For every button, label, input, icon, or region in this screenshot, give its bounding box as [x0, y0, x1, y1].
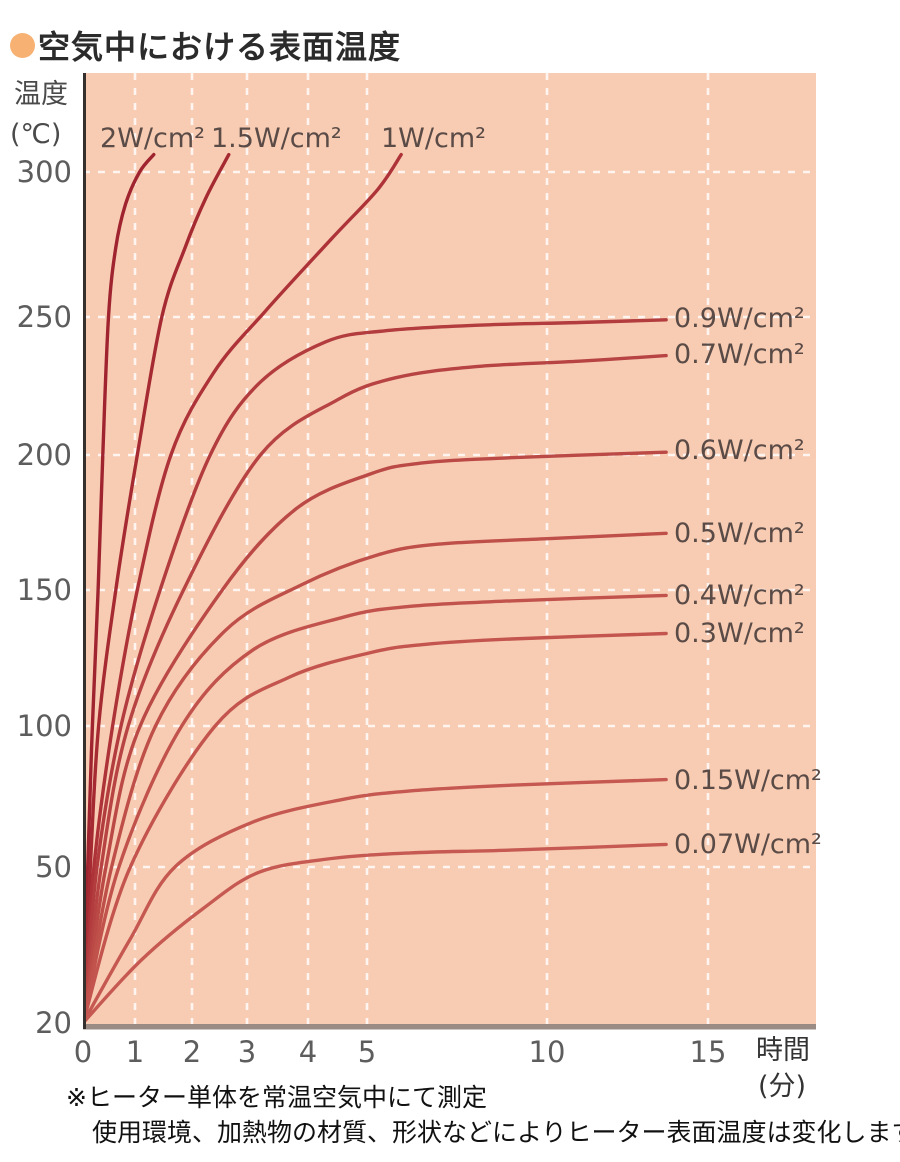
curve-label-0-7w: 0.7W/cm²: [674, 339, 805, 370]
curve-label-0-4w: 0.4W/cm²: [674, 580, 805, 611]
x-axis-unit: (分): [758, 1071, 807, 1102]
x-tick-label-2: 2: [182, 1035, 202, 1069]
x-axis-title: 時間: [756, 1035, 810, 1066]
page-title: 空気中における表面温度: [38, 28, 402, 66]
y-axis-line: [83, 73, 86, 1029]
footnote-line-2: 使用環境、加熱物の材質、形状などによりヒーター表面温度は変化します。: [92, 1118, 900, 1147]
curve-label-0-9w: 0.9W/cm²: [674, 303, 805, 334]
y-tick-label-300: 300: [16, 155, 72, 189]
curve-0.3w: [83, 631, 668, 1025]
y-axis-unit: (℃): [10, 119, 62, 150]
footnote-line-1: ※ヒーター単体を常温空気中にて測定: [66, 1083, 487, 1112]
curve-label-0-3w: 0.3W/cm²: [674, 618, 805, 649]
curve-0.6w: [83, 450, 668, 1025]
chart-header: 空気中における表面温度: [10, 22, 401, 68]
curve-0.4w: [83, 593, 668, 1025]
orange-bullet-icon: [10, 32, 35, 58]
x-tick-label-3: 3: [237, 1035, 257, 1069]
curve-label-0-5w: 0.5W/cm²: [674, 518, 805, 549]
curve-0.07w: [83, 842, 668, 1025]
y-tick-label-100: 100: [16, 709, 72, 743]
curve-0.7w: [83, 353, 668, 1025]
curve-label-2w: 2W/cm²: [100, 123, 205, 154]
curve-label-0-6w: 0.6W/cm²: [674, 435, 805, 466]
x-tick-label-4: 4: [298, 1035, 318, 1069]
x-tick-label-15: 15: [689, 1035, 727, 1069]
x-tick-label-10: 10: [528, 1035, 566, 1069]
curve-1.5w: [83, 152, 231, 1025]
x-tick-label-5: 5: [357, 1035, 377, 1069]
x-tick-label-1: 1: [125, 1035, 145, 1069]
curve-label-0-07w: 0.07W/cm²: [674, 829, 822, 860]
curve-1w: [83, 152, 403, 1025]
curve-0.15w: [83, 777, 668, 1025]
x-axis-line: [83, 1024, 816, 1030]
curve-0.5w: [83, 531, 668, 1025]
plot-area: [83, 73, 816, 1030]
y-tick-label-150: 150: [16, 573, 72, 607]
y-tick-label-20: 20: [35, 1006, 72, 1040]
y-tick-label-50: 50: [35, 850, 72, 884]
curve-2w: [83, 152, 156, 1025]
curve-label-0-15w: 0.15W/cm²: [674, 765, 822, 796]
x-tick-label-0: 0: [73, 1035, 93, 1069]
curve-label-1-5w: 1.5W/cm²: [211, 123, 342, 154]
y-tick-label-200: 200: [16, 438, 72, 472]
curve-0.9w: [83, 318, 668, 1025]
y-axis-title: 温度: [14, 79, 68, 110]
curve-label-1w: 1W/cm²: [381, 123, 486, 154]
y-tick-label-250: 250: [16, 300, 72, 334]
